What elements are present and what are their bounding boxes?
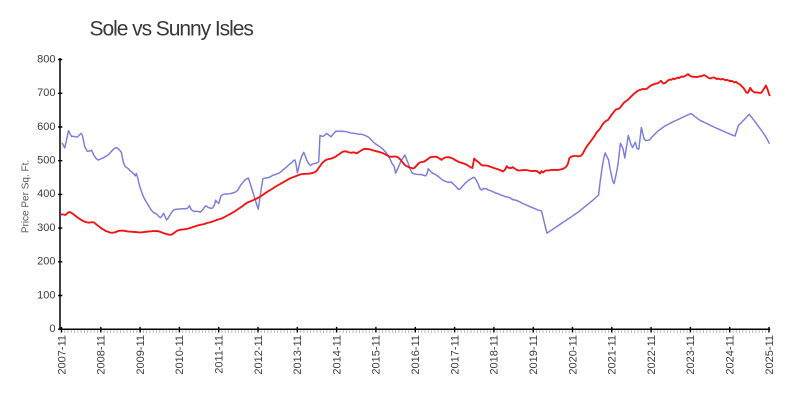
- svg-text:2010-11: 2010-11: [174, 335, 186, 375]
- svg-text:2009-11: 2009-11: [135, 335, 147, 375]
- svg-text:100: 100: [37, 289, 55, 301]
- svg-text:2012-11: 2012-11: [253, 335, 265, 375]
- svg-text:Sole vs Sunny Isles: Sole vs Sunny Isles: [90, 18, 254, 41]
- svg-text:2015-11: 2015-11: [371, 335, 383, 375]
- svg-text:0: 0: [49, 323, 55, 335]
- svg-text:2016-11: 2016-11: [410, 335, 422, 375]
- svg-text:2019-11: 2019-11: [528, 335, 540, 375]
- svg-text:2021-11: 2021-11: [607, 335, 619, 375]
- svg-text:2025-11: 2025-11: [764, 335, 776, 375]
- svg-text:700: 700: [37, 87, 55, 99]
- svg-text:2008-11: 2008-11: [96, 335, 108, 375]
- svg-text:600: 600: [37, 121, 55, 133]
- svg-text:2007-11: 2007-11: [56, 335, 68, 375]
- svg-text:2017-11: 2017-11: [449, 335, 461, 375]
- svg-text:2014-11: 2014-11: [331, 335, 343, 375]
- svg-text:300: 300: [37, 222, 55, 234]
- svg-text:2013-11: 2013-11: [292, 335, 304, 375]
- svg-text:Price Per Sq. Ft.: Price Per Sq. Ft.: [21, 160, 32, 233]
- svg-text:2022-11: 2022-11: [646, 335, 658, 375]
- svg-text:2018-11: 2018-11: [489, 335, 501, 375]
- svg-text:200: 200: [37, 256, 55, 268]
- svg-text:2011-11: 2011-11: [214, 335, 226, 374]
- svg-text:500: 500: [37, 155, 55, 167]
- svg-text:2024-11: 2024-11: [725, 335, 737, 375]
- svg-text:2023-11: 2023-11: [685, 335, 697, 375]
- svg-text:400: 400: [37, 188, 55, 200]
- svg-text:800: 800: [37, 53, 55, 65]
- svg-text:2020-11: 2020-11: [567, 335, 579, 375]
